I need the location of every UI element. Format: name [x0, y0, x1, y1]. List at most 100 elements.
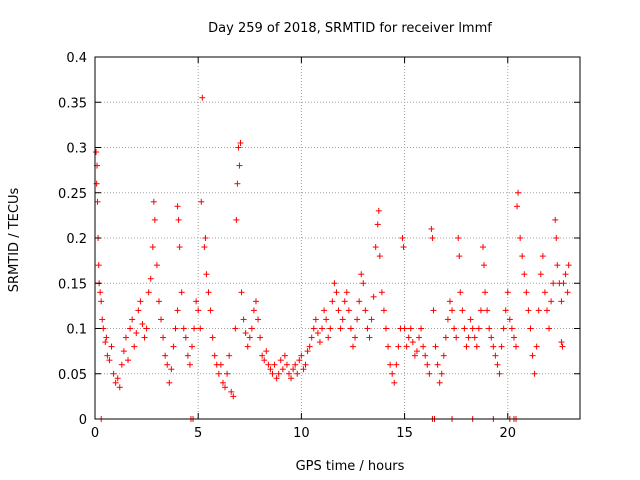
y-tick-label: 0.3	[66, 142, 87, 157]
data-point	[189, 343, 195, 350]
data-point	[533, 343, 540, 350]
data-point	[546, 325, 553, 332]
data-point	[164, 361, 171, 368]
data-point	[279, 366, 286, 373]
data-point	[259, 352, 266, 359]
data-point	[356, 298, 363, 305]
data-point	[112, 379, 119, 386]
data-point	[465, 334, 472, 341]
data-point	[158, 316, 165, 323]
data-point	[178, 289, 185, 296]
data-point	[562, 271, 569, 278]
data-point	[453, 334, 460, 341]
data-point	[463, 343, 470, 350]
data-point	[376, 253, 383, 260]
y-tick-label: 0.35	[58, 96, 87, 111]
y-tick-label: 0.2	[66, 232, 87, 247]
data-point	[97, 289, 104, 296]
data-point	[103, 334, 110, 341]
data-point	[304, 348, 311, 355]
data-point	[286, 370, 292, 377]
data-point	[531, 370, 538, 377]
data-point	[153, 262, 160, 269]
data-point	[162, 352, 169, 359]
data-point	[209, 334, 216, 341]
x-tick-label: 15	[396, 426, 413, 441]
data-point	[429, 235, 436, 241]
data-point	[535, 307, 542, 314]
y-tick-label: 0.25	[58, 187, 87, 202]
data-point	[420, 343, 427, 350]
data-point	[461, 325, 468, 332]
data-point	[281, 352, 288, 359]
data-point	[273, 375, 280, 382]
data-point	[537, 271, 544, 278]
data-point	[327, 325, 334, 332]
data-point	[442, 334, 449, 341]
data-point	[116, 384, 123, 391]
data-point	[302, 361, 309, 368]
data-point	[383, 325, 389, 332]
y-axis-label: SRMTID / TECUs	[7, 188, 22, 293]
data-point	[236, 162, 243, 169]
data-point	[275, 370, 282, 377]
data-point	[525, 307, 532, 314]
data-point	[99, 316, 106, 323]
data-point	[473, 343, 480, 350]
data-point	[211, 352, 218, 359]
data-point	[560, 280, 567, 287]
data-point	[335, 307, 342, 314]
data-point	[288, 375, 295, 382]
data-point	[145, 289, 152, 296]
data-point	[510, 334, 517, 341]
data-point	[558, 339, 565, 346]
data-point	[294, 370, 301, 377]
data-point	[352, 334, 359, 341]
data-point	[494, 361, 501, 368]
data-point	[325, 334, 332, 341]
data-point	[329, 298, 336, 305]
data-point	[191, 325, 198, 332]
data-point	[527, 325, 534, 332]
data-point	[175, 216, 182, 223]
data-point	[552, 216, 559, 223]
data-point	[300, 366, 307, 373]
data-point	[374, 221, 381, 228]
data-point	[446, 298, 453, 305]
data-point	[108, 343, 115, 350]
data-point	[403, 343, 410, 350]
data-point	[198, 198, 205, 205]
y-tick-label: 0.15	[58, 277, 87, 292]
data-point	[316, 339, 323, 346]
y-tick-label: 0	[79, 413, 87, 428]
data-point	[362, 307, 369, 314]
data-point	[424, 361, 431, 368]
data-point	[331, 280, 338, 287]
data-point	[422, 352, 429, 359]
data-point	[486, 325, 493, 332]
data-point	[333, 289, 340, 296]
data-point	[368, 316, 375, 323]
data-point	[401, 325, 408, 332]
data-point	[205, 289, 212, 296]
data-point	[100, 325, 107, 332]
data-point	[366, 334, 373, 341]
data-point	[197, 325, 204, 332]
data-point	[93, 149, 100, 156]
axis-ticks	[94, 56, 580, 420]
data-point	[240, 316, 247, 323]
data-point	[248, 325, 255, 332]
data-point	[500, 325, 507, 332]
data-point	[506, 316, 513, 323]
data-point	[296, 357, 303, 364]
data-point	[358, 271, 365, 278]
data-point	[234, 180, 241, 187]
data-point	[345, 307, 352, 314]
data-point	[467, 316, 474, 323]
data-point	[477, 307, 484, 314]
data-point	[201, 244, 208, 251]
data-point	[283, 361, 290, 368]
data-point	[378, 289, 385, 296]
data-point	[242, 330, 249, 337]
